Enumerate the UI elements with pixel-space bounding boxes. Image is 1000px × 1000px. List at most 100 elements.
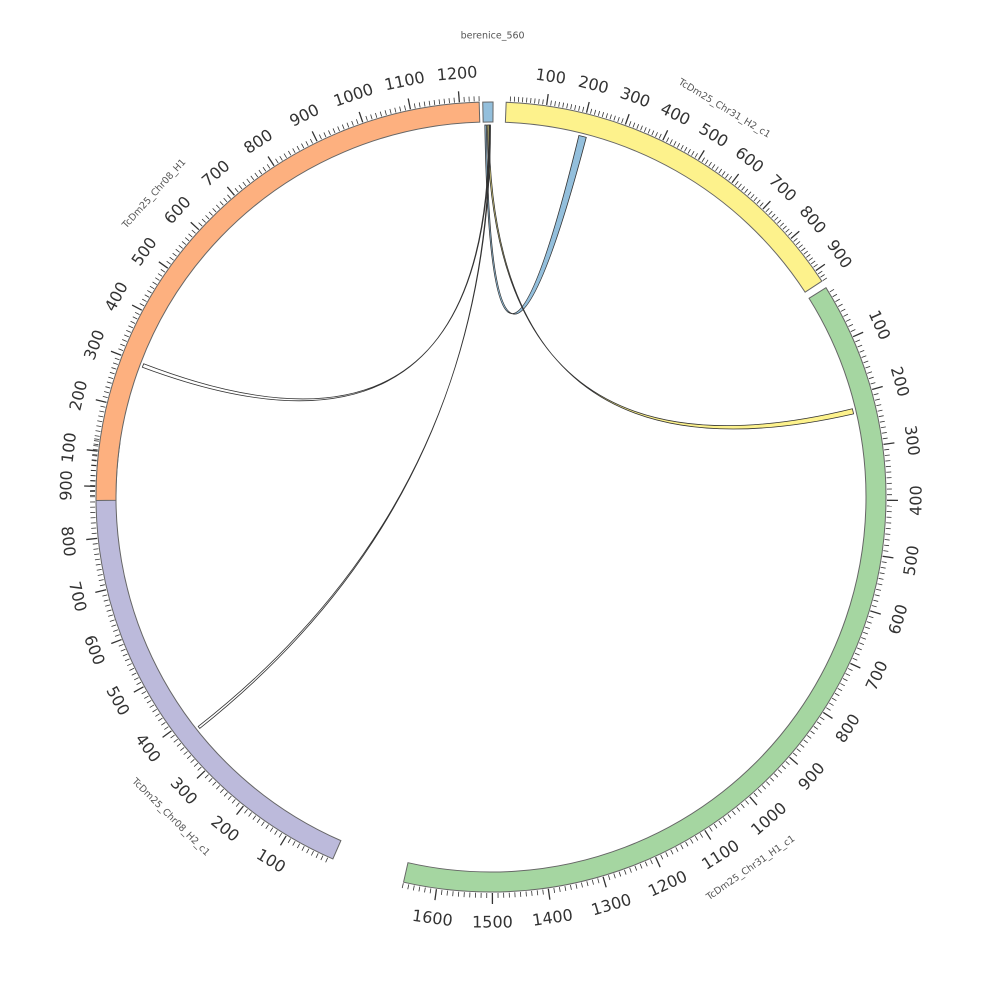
major-tick (311, 131, 318, 142)
minor-tick (768, 210, 773, 216)
minor-tick (106, 381, 112, 384)
minor-tick (128, 325, 134, 329)
minor-tick (292, 840, 296, 846)
minor-tick (424, 887, 426, 893)
minor-tick (219, 788, 224, 794)
minor-tick (92, 543, 98, 545)
minor-tick (861, 355, 867, 358)
major-tick (95, 589, 107, 593)
minor-tick (586, 881, 589, 887)
minor-tick (158, 717, 163, 722)
tick-label: 200 (65, 378, 91, 412)
minor-tick (538, 98, 540, 104)
segment-block-tcdm25-chr08-h1 (95, 101, 481, 501)
minor-tick (831, 697, 837, 702)
minor-tick (149, 704, 155, 708)
tick-label: 300 (167, 773, 202, 808)
minor-tick (747, 191, 752, 196)
minor-tick (632, 122, 636, 128)
tick-label: 1000 (331, 79, 376, 110)
major-tick (870, 610, 881, 615)
major-tick (749, 796, 758, 806)
minor-tick (242, 181, 247, 187)
minor-tick (779, 222, 785, 227)
tick-label: 900 (794, 759, 828, 795)
tick-label: 700 (765, 171, 800, 206)
minor-tick (100, 405, 106, 408)
minor-tick (884, 454, 890, 456)
minor-tick (621, 118, 624, 124)
minor-tick (301, 143, 305, 149)
major-tick (871, 385, 883, 391)
minor-tick (694, 836, 699, 841)
minor-tick (792, 752, 798, 757)
minor-tick (613, 873, 616, 879)
minor-tick (144, 294, 150, 298)
minor-tick (647, 128, 651, 134)
minor-tick (718, 820, 722, 826)
minor-tick (728, 176, 733, 181)
minor-tick (554, 101, 556, 107)
minor-tick (859, 350, 865, 353)
minor-tick (114, 357, 120, 361)
minor-tick (98, 415, 104, 418)
tick-label: 700 (862, 658, 892, 694)
minor-tick (590, 108, 593, 114)
minor-tick (582, 106, 585, 112)
major-tick (790, 230, 800, 239)
minor-tick (227, 194, 232, 199)
minor-tick (721, 171, 726, 176)
major-tick (279, 835, 287, 846)
minor-tick (404, 105, 406, 111)
major-tick (434, 889, 438, 901)
minor-tick (109, 371, 115, 375)
minor-tick (204, 774, 209, 779)
minor-tick (375, 112, 378, 118)
minor-tick (337, 126, 340, 132)
minor-tick (112, 362, 118, 365)
minor-tick (147, 290, 152, 294)
minor-tick (800, 743, 805, 748)
minor-tick (777, 219, 782, 224)
minor-tick (601, 112, 605, 118)
minor-tick (876, 588, 882, 591)
minor-tick (256, 818, 261, 823)
minor-tick (413, 103, 416, 109)
major-tick (731, 173, 740, 184)
minor-tick (680, 144, 684, 150)
minor-tick (104, 391, 110, 394)
major-tick (882, 555, 894, 559)
major-tick (110, 350, 122, 356)
minor-tick (777, 769, 783, 774)
minor-tick (795, 241, 801, 245)
minor-tick (840, 308, 846, 312)
minor-tick (810, 730, 815, 735)
minor-tick (120, 343, 126, 347)
segment-name: TcDm25_Chr31_H1_c1 (704, 833, 797, 903)
minor-tick (759, 202, 764, 207)
minor-tick (133, 677, 139, 681)
minor-tick (636, 124, 640, 129)
minor-tick (837, 303, 843, 307)
minor-tick (124, 334, 129, 338)
minor-tick (170, 734, 175, 739)
minor-tick (197, 766, 202, 771)
minor-tick (868, 615, 874, 619)
minor-tick (782, 225, 787, 230)
minor-tick (856, 647, 862, 651)
minor-tick (753, 196, 758, 202)
minor-tick (578, 105, 581, 111)
minor-tick (155, 277, 160, 281)
minor-tick (160, 269, 166, 273)
segment-name: berenice_560 (461, 31, 525, 42)
minor-tick (412, 885, 415, 891)
minor-tick (531, 890, 533, 896)
minor-tick (859, 642, 865, 645)
minor-tick (309, 138, 313, 144)
minor-tick (301, 846, 305, 851)
minor-tick (666, 137, 670, 143)
minor-tick (131, 672, 137, 676)
minor-tick (440, 889, 443, 895)
minor-tick (130, 320, 136, 324)
